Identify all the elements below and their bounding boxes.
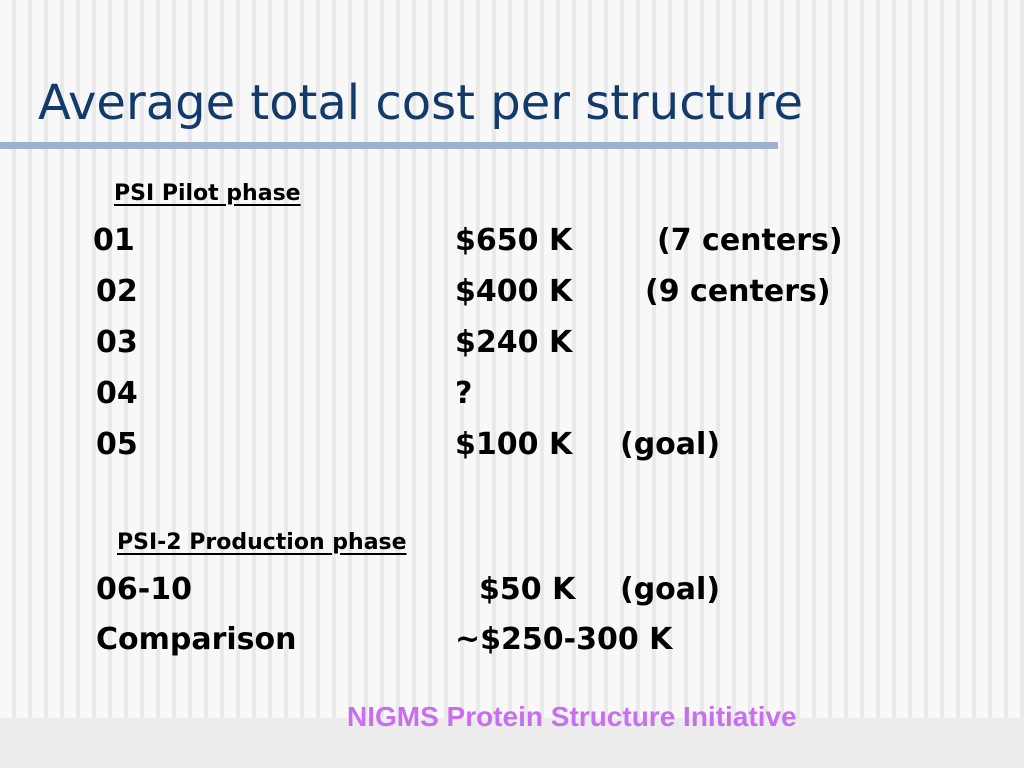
production-row-1-year: 06-10 [96, 572, 192, 607]
pilot-row-3-year: 03 [96, 325, 138, 360]
production-row-2-label: Comparison [96, 622, 297, 657]
production-row-1-cost: $50 K [479, 572, 576, 607]
pilot-row-2-year: 02 [96, 274, 138, 309]
footer-text: NIGMS Protein Structure Initiative [347, 701, 797, 732]
production-row-2-cost: ~$250-300 K [455, 622, 673, 657]
production-row-1-note: (goal) [620, 572, 721, 607]
title-underline-bar [0, 142, 778, 149]
bottom-band [0, 718, 1024, 768]
pilot-row-3-cost: $240 K [455, 325, 573, 360]
pilot-row-5-year: 05 [96, 427, 138, 462]
production-phase-heading: PSI-2 Production phase [117, 530, 407, 555]
pilot-row-2-cost: $400 K [455, 274, 573, 309]
pilot-phase-heading: PSI Pilot phase [114, 181, 301, 206]
pilot-row-4-year: 04 [96, 376, 138, 411]
pilot-row-5-cost: $100 K [455, 427, 573, 462]
pilot-row-5-note: (goal) [620, 427, 721, 462]
pilot-row-4-cost: ? [455, 376, 473, 411]
slide-title: Average total cost per structure [38, 75, 804, 131]
pilot-row-2-note: (9 centers) [645, 274, 831, 309]
pilot-row-1-year: 01 [93, 223, 135, 258]
pilot-row-1-note: (7 centers) [657, 223, 843, 258]
pilot-row-1-cost: $650 K [455, 223, 573, 258]
